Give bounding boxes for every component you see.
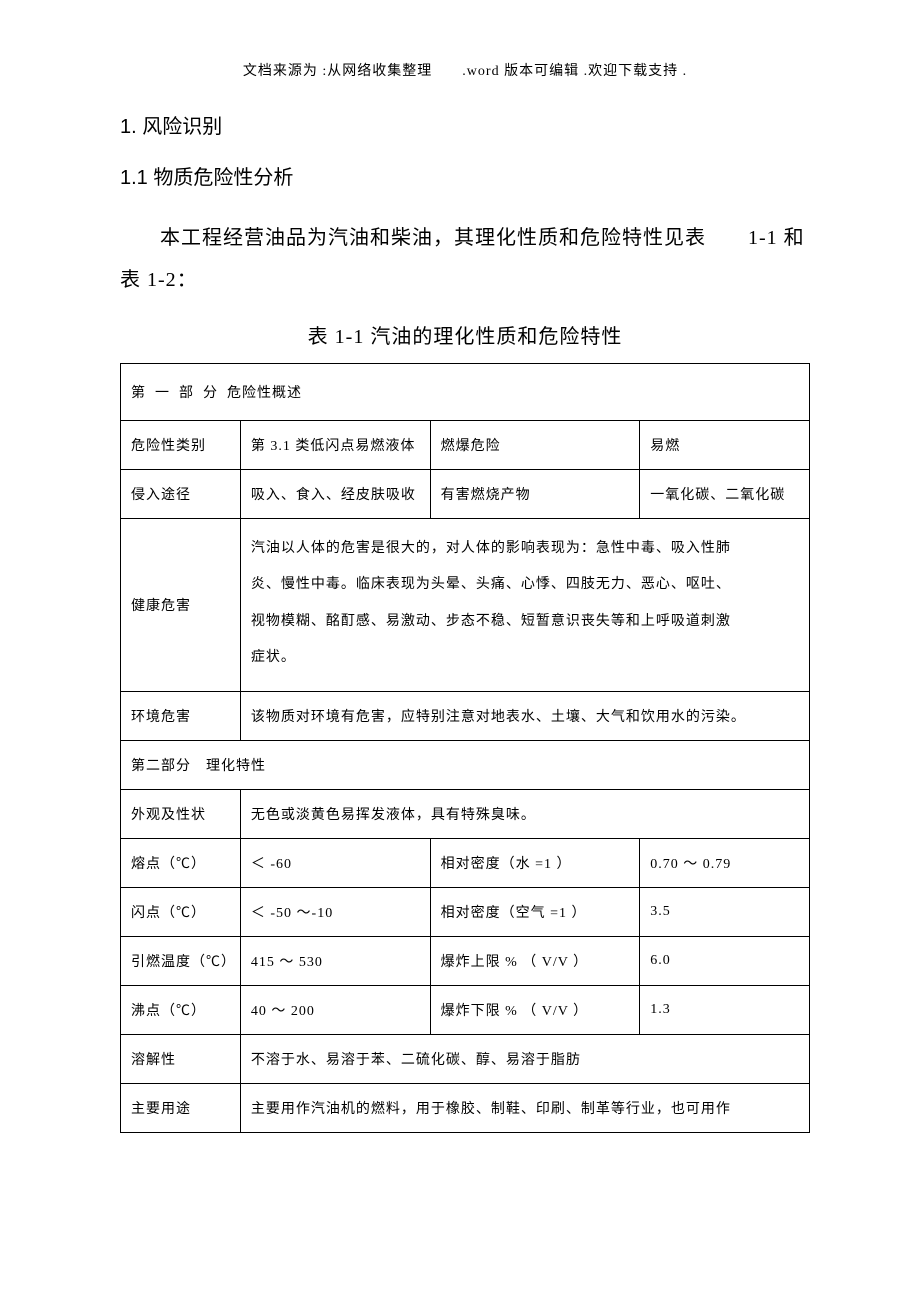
cell-combustion-label: 有害燃烧产物 (430, 470, 640, 519)
cell-density-water-label: 相对密度（水 =1 ） (430, 838, 640, 887)
table-row: 侵入途径 吸入、食入、经皮肤吸收 有害燃烧产物 一氧化碳、二氧化碳 (121, 470, 810, 519)
cell-usage-label: 主要用途 (121, 1083, 241, 1132)
cell-density-water-value: 0.70 ～ 0.79 (640, 838, 810, 887)
cell-env-hazard-label: 环境危害 (121, 691, 241, 740)
table-row: 沸点（℃） 40 ～ 200 爆炸下限 % （ V/V ） 1.3 (121, 985, 810, 1034)
paragraph-line-2: 表 1-2： (120, 260, 810, 300)
cell-flash-value: ＜ -50 ～-10 (240, 887, 430, 936)
table-row: 第一部分危险性概述 (121, 364, 810, 421)
cell-ignition-label: 引燃温度（℃） (121, 936, 241, 985)
cell-usage-value: 主要用作汽油机的燃料，用于橡胶、制鞋、印刷、制革等行业，也可用作 (240, 1083, 809, 1132)
cell-melting-value: ＜ -60 (240, 838, 430, 887)
table-row: 外观及性状 无色或淡黄色易挥发液体，具有特殊臭味。 (121, 789, 810, 838)
cell-appearance-value: 无色或淡黄色易挥发液体，具有特殊臭味。 (240, 789, 809, 838)
cell-lower-limit-value: 1.3 (640, 985, 810, 1034)
cell-appearance-label: 外观及性状 (121, 789, 241, 838)
heading-1: 1. 风险识别 (120, 110, 810, 139)
cell-density-air-label: 相对密度（空气 =1 ） (430, 887, 640, 936)
cell-explosion-value: 易燃 (640, 421, 810, 470)
section-2-title: 理化特性 (206, 759, 266, 774)
properties-table: 第一部分危险性概述 危险性类别 第 3.1 类低闪点易燃液体 燃爆危险 易燃 侵… (120, 363, 810, 1133)
table-row: 溶解性 不溶于水、易溶于苯、二硫化碳、醇、易溶于脂肪 (121, 1034, 810, 1083)
cell-entry-route-value: 吸入、食入、经皮肤吸收 (240, 470, 430, 519)
cell-boiling-label: 沸点（℃） (121, 985, 241, 1034)
cell-upper-limit-label: 爆炸上限 % （ V/V ） (430, 936, 640, 985)
cell-melting-label: 熔点（℃） (121, 838, 241, 887)
header-note: 文档来源为 :从网络收集整理 .word 版本可编辑 .欢迎下载支持 . (120, 60, 810, 80)
table-row: 熔点（℃） ＜ -60 相对密度（水 =1 ） 0.70 ～ 0.79 (121, 838, 810, 887)
table-row: 第二部分 理化特性 (121, 740, 810, 789)
section-2-label: 第二部分 (131, 759, 191, 774)
cell-solubility-value: 不溶于水、易溶于苯、二硫化碳、醇、易溶于脂肪 (240, 1034, 809, 1083)
table-row: 危险性类别 第 3.1 类低闪点易燃液体 燃爆危险 易燃 (121, 421, 810, 470)
table-row: 环境危害 该物质对环境有危害，应特别注意对地表水、土壤、大气和饮用水的污染。 (121, 691, 810, 740)
cell-ignition-value: 415 ～ 530 (240, 936, 430, 985)
cell-boiling-value: 40 ～ 200 (240, 985, 430, 1034)
cell-health-hazard-value: 汽油以人体的危害是很大的，对人体的影响表现为：急性中毒、吸入性肺 炎、慢性中毒。… (240, 519, 809, 692)
cell-danger-class-label: 危险性类别 (121, 421, 241, 470)
table-row: 健康危害 汽油以人体的危害是很大的，对人体的影响表现为：急性中毒、吸入性肺 炎、… (121, 519, 810, 692)
section-1-header: 第一部分危险性概述 (121, 364, 810, 421)
table-row: 主要用途 主要用作汽油机的燃料，用于橡胶、制鞋、印刷、制革等行业，也可用作 (121, 1083, 810, 1132)
cell-density-air-value: 3.5 (640, 887, 810, 936)
section-1-label: 第一部分 (131, 386, 227, 401)
heading-2: 1.1 物质危险性分析 (120, 161, 810, 190)
paragraph-line-1: 本工程经营油品为汽油和柴油，其理化性质和危险特性见表 1-1 和 (120, 218, 810, 258)
cell-lower-limit-label: 爆炸下限 % （ V/V ） (430, 985, 640, 1034)
cell-health-hazard-label: 健康危害 (121, 519, 241, 692)
cell-explosion-label: 燃爆危险 (430, 421, 640, 470)
cell-combustion-value: 一氧化碳、二氧化碳 (640, 470, 810, 519)
cell-entry-route-label: 侵入途径 (121, 470, 241, 519)
cell-upper-limit-value: 6.0 (640, 936, 810, 985)
cell-flash-label: 闪点（℃） (121, 887, 241, 936)
document-page: 文档来源为 :从网络收集整理 .word 版本可编辑 .欢迎下载支持 . 1. … (0, 0, 920, 1193)
cell-env-hazard-value: 该物质对环境有危害，应特别注意对地表水、土壤、大气和饮用水的污染。 (240, 691, 809, 740)
section-1-title: 危险性概述 (227, 386, 302, 401)
table-title: 表 1-1 汽油的理化性质和危险特性 (120, 320, 810, 349)
cell-danger-class-value: 第 3.1 类低闪点易燃液体 (240, 421, 430, 470)
section-2-header: 第二部分 理化特性 (121, 740, 810, 789)
cell-solubility-label: 溶解性 (121, 1034, 241, 1083)
table-row: 闪点（℃） ＜ -50 ～-10 相对密度（空气 =1 ） 3.5 (121, 887, 810, 936)
table-row: 引燃温度（℃） 415 ～ 530 爆炸上限 % （ V/V ） 6.0 (121, 936, 810, 985)
